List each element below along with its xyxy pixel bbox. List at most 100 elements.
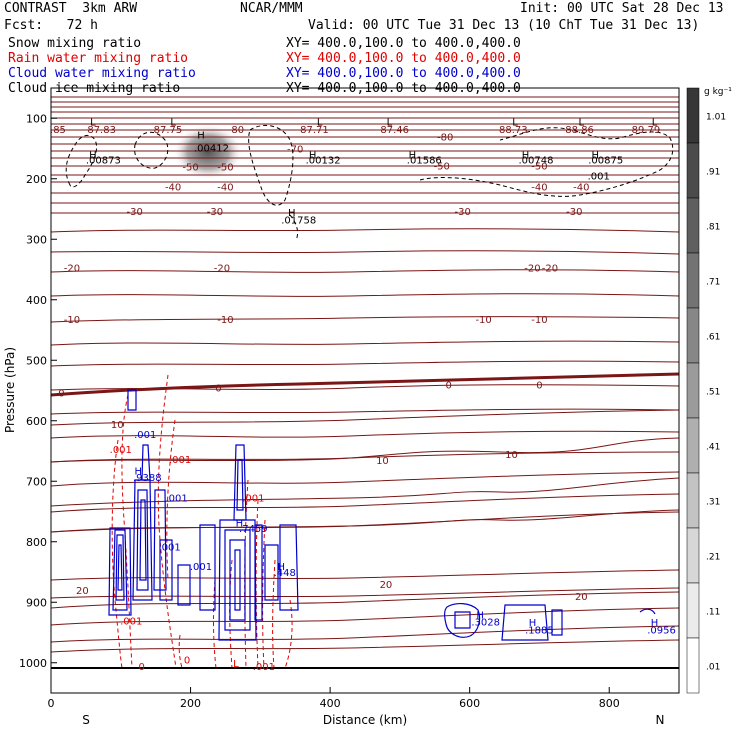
y-tick-label: 700 <box>26 475 47 488</box>
colorbar-box <box>686 417 700 474</box>
temperature-label: 20 <box>380 580 393 591</box>
value-label: .00873 <box>86 155 121 166</box>
colorbar-ticks: 1.01 .91 .81 .71 .61 .51 .41 .31 .21 .11 .01 <box>706 113 726 673</box>
colorbar-tick-label: .81 <box>706 223 720 233</box>
hl-marker: L <box>90 117 96 128</box>
colorbar-tick-label: .41 <box>706 443 720 453</box>
hl-marker: L <box>170 117 176 128</box>
temperature-label: -87.71 <box>297 125 329 136</box>
temperature-label: -10 <box>64 315 80 326</box>
value-label: .001 <box>588 172 610 183</box>
isotherms <box>51 228 679 653</box>
field-xy-rain: XY= 400.0,100.0 to 400.0,400.0 <box>286 51 521 66</box>
center-name: NCAR/MMM <box>240 1 303 16</box>
temperature-label: -50 <box>531 161 547 172</box>
x-tick-label: 0 <box>48 697 55 710</box>
value-label: .001 <box>158 543 180 554</box>
y-tick-label: 400 <box>26 294 47 307</box>
hl-marker: H <box>197 131 205 142</box>
y-tick-label: 200 <box>26 173 47 186</box>
temperature-label: -30 <box>566 207 582 218</box>
temperature-label: -10 <box>531 315 547 326</box>
colorbar-tick-label: .21 <box>706 553 720 563</box>
value-label: .001 <box>120 616 142 627</box>
field-xy-cloud-water: XY= 400.0,100.0 to 400.0,400.0 <box>286 66 521 81</box>
hl-marker: H <box>522 151 530 162</box>
temperature-label: -20 <box>214 264 230 275</box>
value-label: 0 <box>184 656 190 667</box>
temperature-label: 0 <box>215 383 221 394</box>
value-label: .001 <box>110 445 132 456</box>
hl-marker: H <box>476 610 484 621</box>
hl-marker: L <box>512 117 518 128</box>
colorbar-tick-label: .51 <box>706 388 720 398</box>
temperature-label: -40 <box>531 183 547 194</box>
cloud-water-contours <box>108 389 656 641</box>
temperature-label: -30 <box>455 207 471 218</box>
value-label: .001 <box>242 494 264 505</box>
colorbar-box <box>686 472 700 529</box>
temperature-label: -88.73 <box>495 125 527 136</box>
temperature-label: -89.79 <box>628 125 660 136</box>
temperature-label: -10 <box>217 315 233 326</box>
y-tick-label: 500 <box>26 354 47 367</box>
temperature-label: 20 <box>575 592 588 603</box>
temperature-label: -40 <box>217 183 233 194</box>
colorbar-tick-label: .11 <box>706 608 720 618</box>
temperature-label: -30 <box>207 207 223 218</box>
model-title: CONTRAST 3km ARW <box>4 1 138 16</box>
temperature-label: 0 <box>536 380 542 391</box>
x-tick-label: 600 <box>459 697 480 710</box>
temperature-label: -88.86 <box>562 125 594 136</box>
value-label: .01758 <box>281 215 316 226</box>
colorbar-box <box>686 252 700 309</box>
value-label: .448 <box>274 568 296 579</box>
y-tick-label: 300 <box>26 233 47 246</box>
colorbar-tick-label: .91 <box>706 168 720 178</box>
y-tick-label: 100 <box>26 112 47 125</box>
colorbar-box <box>686 582 700 639</box>
temperature-label: -40 <box>573 183 589 194</box>
temperature-label: -80 <box>228 125 244 136</box>
x-axis-label: Distance (km) <box>323 713 407 727</box>
temperature-label: -50 <box>217 163 233 174</box>
colorbar-box <box>686 637 700 694</box>
temperature-label: -80 <box>437 132 453 143</box>
colorbar-tick-label: .01 <box>706 663 720 673</box>
x-end-label-south: S <box>82 713 90 727</box>
colorbar-tick-label: .31 <box>706 498 720 508</box>
forecast-hour: Fcst: 72 h <box>4 18 98 33</box>
value-label: .001 <box>169 455 191 466</box>
colorbar-tick-label: .71 <box>706 278 720 288</box>
y-axis-label: Pressure (hPa) <box>3 347 17 433</box>
init-time: Init: 00 UTC Sat 28 Dec 13 <box>520 1 724 16</box>
temperature-label: -50 <box>182 163 198 174</box>
temperature-label: 10 <box>111 420 124 431</box>
field-name-rain: Rain water mixing ratio <box>8 51 189 66</box>
field-xy-snow: XY= 400.0,100.0 to 400.0,400.0 <box>286 36 521 51</box>
colorbar-tick-label: 1.01 <box>706 113 726 123</box>
hl-marker: H <box>651 618 659 629</box>
temperature-label: -87.83 <box>84 125 116 136</box>
temperature-label: 0 <box>58 388 64 399</box>
colorbar-box <box>686 362 700 419</box>
hl-marker: L <box>579 117 585 128</box>
value-label: L <box>233 659 239 670</box>
field-name-cloud-water: Cloud water mixing ratio <box>8 66 196 81</box>
value-label: .3028 <box>471 618 500 629</box>
plot-frame <box>50 87 680 694</box>
x-end-label-north: N <box>656 713 665 727</box>
field-name-snow: Snow mixing ratio <box>8 36 142 51</box>
y-tick-label: 800 <box>26 536 47 549</box>
colorbar: g kg⁻¹ 1.01 .91 .81 .71 .61 .51 .41 .31 .21 .11 .0… <box>686 87 732 694</box>
temperature-label: -87.46 <box>377 125 409 136</box>
x-tick-label: 800 <box>599 697 620 710</box>
value-label: .00412 <box>194 143 229 154</box>
temperature-label: .85 <box>50 125 66 136</box>
colorbar-unit: g kg⁻¹ <box>704 87 732 97</box>
value-label: .0956 <box>647 625 676 636</box>
value-label: 0 <box>139 662 145 673</box>
valid-time: Valid: 00 UTC Tue 31 Dec 13 (10 ChT Tue … <box>308 18 700 33</box>
contour-labels: .85 -87.83 -87.75 -80 -87.71 -87.46 -80 -88.73 -… <box>50 117 676 673</box>
